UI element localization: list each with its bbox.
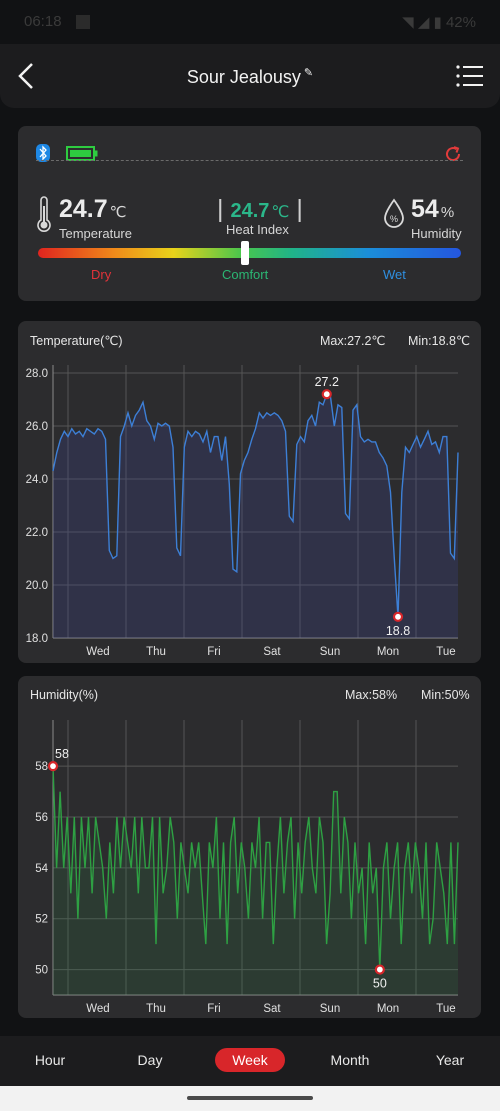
- humidity-unit: %: [440, 204, 455, 221]
- x-tick-label: Fri: [207, 646, 220, 658]
- home-indicator[interactable]: [187, 1096, 313, 1100]
- svg-text:%: %: [390, 214, 398, 224]
- scale-comfort-label: Comfort: [222, 267, 269, 282]
- min-point-label: 50: [373, 977, 387, 991]
- scale-wet-label: Wet: [383, 267, 406, 282]
- divider: [36, 160, 463, 161]
- series-line: [52, 393, 459, 617]
- series-line: [52, 766, 459, 970]
- edit-name-icon[interactable]: ✎: [303, 67, 314, 79]
- x-tick-label: Tue: [436, 1003, 455, 1015]
- y-tick-label: 50: [35, 965, 48, 977]
- humidity-label: Humidity: [411, 226, 462, 241]
- wifi-icon: ◥: [402, 14, 414, 31]
- summary-card: 24.7 ℃ Temperature | 24.7 ℃ | Heat Index %…: [18, 126, 481, 301]
- y-tick-label: 24.0: [26, 474, 48, 486]
- notification-icon: [76, 15, 90, 29]
- status-right: ◥ ◢ ▮ 42%: [402, 13, 476, 31]
- x-tick-label: Sat: [263, 1003, 281, 1015]
- x-tick-label: Thu: [146, 646, 166, 658]
- y-tick-label: 56: [35, 812, 48, 824]
- system-nav-bar: [0, 1086, 500, 1111]
- scale-dry-label: Dry: [91, 267, 112, 282]
- heat-index-unit: ℃: [271, 204, 290, 221]
- comfort-indicator: [241, 241, 250, 265]
- x-tick-label: Sat: [263, 646, 281, 658]
- temperature-line-chart: Wed Thu Fri Sat Sun Mon Tue 28.0 26.0 24.0 22.0 20.…: [26, 365, 459, 658]
- humidity-chart-title: Humidity(%): [30, 688, 99, 702]
- app-bar: Sour Jealousy ✎: [0, 44, 500, 108]
- y-tick-label: 20.0: [26, 580, 48, 592]
- max-point-label: 58: [55, 747, 69, 761]
- x-tick-label: Mon: [377, 646, 399, 658]
- min-point-label: 18.8: [386, 624, 410, 638]
- status-bar: 06:18 ◥ ◢ ▮ 42%: [0, 0, 500, 44]
- temperature-chart-card: Temperature(℃) Max:27.2℃ Min:18.8℃ Wed Th…: [18, 321, 481, 663]
- tab-day[interactable]: Day: [137, 1052, 163, 1068]
- battery-status-icon: ▮: [433, 14, 442, 31]
- device-name: Sour Jealousy: [186, 67, 301, 87]
- humidity-chart-card: Humidity(%) Max:58% Min:50% Wed Thu Fri Sat…: [18, 676, 481, 1018]
- tab-hour[interactable]: Hour: [34, 1052, 66, 1068]
- heat-index-value: 24.7: [230, 200, 270, 222]
- max-point-marker: [321, 389, 332, 400]
- menu-icon[interactable]: [450, 56, 490, 96]
- x-tick-label: Wed: [86, 1003, 109, 1015]
- max-point-label: 27.2: [315, 375, 339, 389]
- y-tick-label: 28.0: [26, 368, 48, 380]
- tab-year[interactable]: Year: [435, 1052, 465, 1068]
- page-title[interactable]: Sour Jealousy ✎: [0, 66, 500, 88]
- battery-percent: 42%: [445, 14, 476, 31]
- humidity-drop-icon: %: [384, 198, 404, 228]
- min-point-marker: [374, 964, 385, 975]
- x-tick-label: Thu: [146, 1003, 166, 1015]
- temperature-chart-title: Temperature(℃): [30, 334, 123, 348]
- humidity-line-chart: Wed Thu Fri Sat Sun Mon Tue 58 56 54 52 50 58 50: [35, 720, 459, 1015]
- temperature-value: 24.7: [59, 195, 108, 223]
- x-tick-label: Fri: [207, 1003, 220, 1015]
- tab-month[interactable]: Month: [330, 1052, 370, 1068]
- max-point-marker: [47, 761, 59, 772]
- series-area: [53, 766, 458, 995]
- heat-index-reading: | 24.7 ℃ |: [217, 195, 303, 223]
- y-tick-label: 22.0: [26, 527, 48, 539]
- humidity-reading: 54%: [411, 195, 454, 224]
- refresh-icon[interactable]: [443, 144, 463, 164]
- y-tick-label: 54: [35, 863, 48, 875]
- temperature-reading: 24.7 ℃: [59, 195, 127, 224]
- temperature-unit: ℃: [109, 204, 127, 221]
- status-time: 06:18: [24, 13, 62, 30]
- bluetooth-icon: [36, 144, 50, 162]
- range-tab-bar: Hour Day Week Month Year: [0, 1036, 500, 1086]
- x-tick-label: Mon: [377, 1003, 399, 1015]
- comfort-scale-bar: [38, 248, 461, 258]
- tab-week[interactable]: Week: [215, 1048, 285, 1072]
- x-tick-label: Tue: [436, 646, 455, 658]
- signal-icon: ◢: [417, 14, 430, 31]
- temperature-min-label: Min:18.8℃: [408, 334, 470, 348]
- thermometer-icon: [37, 196, 51, 232]
- heat-index-label: Heat Index: [226, 222, 289, 237]
- temperature-max-label: Max:27.2℃: [320, 334, 386, 348]
- humidity-max-label: Max:58%: [345, 688, 398, 702]
- y-tick-label: 26.0: [26, 421, 48, 433]
- humidity-value: 54: [411, 195, 439, 223]
- x-tick-label: Wed: [86, 646, 109, 658]
- x-tick-label: Sun: [320, 1003, 340, 1015]
- min-point-marker: [392, 611, 404, 622]
- battery-icon: [66, 146, 98, 161]
- y-tick-label: 58: [35, 761, 48, 773]
- temperature-label: Temperature: [59, 226, 132, 241]
- series-area: [53, 394, 458, 638]
- humidity-min-label: Min:50%: [421, 688, 470, 702]
- y-tick-label: 52: [35, 914, 48, 926]
- back-arrow-icon[interactable]: [8, 56, 48, 96]
- x-tick-label: Sun: [320, 646, 340, 658]
- y-tick-label: 18.0: [26, 633, 48, 645]
